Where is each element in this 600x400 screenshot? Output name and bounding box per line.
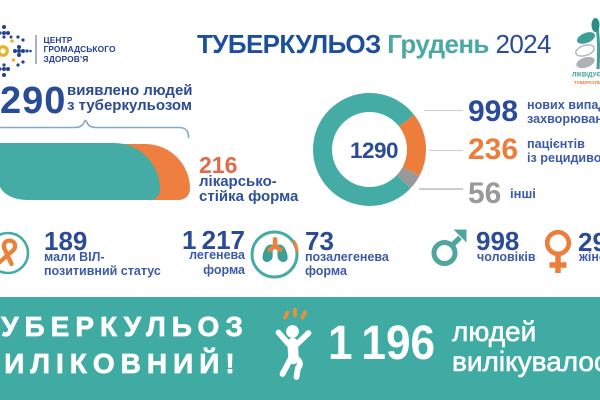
svg-text:ЛІКВІДУЄМО: ЛІКВІДУЄМО <box>572 72 600 79</box>
svg-text:ТУБЕРКУЛЬОЗ: ТУБЕРКУЛЬОЗ <box>574 80 600 85</box>
